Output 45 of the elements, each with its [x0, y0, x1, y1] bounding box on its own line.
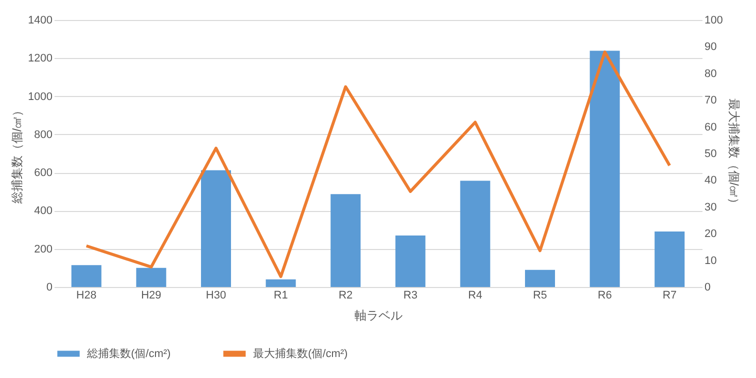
y2-tick-label: 70	[704, 94, 717, 107]
y-tick-label: 200	[34, 243, 52, 256]
y2-tick-label: 20	[704, 228, 717, 240]
y2-tick-label: 100	[704, 14, 723, 26]
x-tick-label: R4	[468, 290, 482, 302]
bar	[330, 194, 361, 287]
legend-label: 総捕集数(個/cm²)	[86, 346, 171, 360]
y2-tick-label: 0	[704, 282, 711, 294]
bar	[201, 170, 231, 287]
y-tick-label: 0	[46, 282, 52, 294]
bar	[136, 268, 166, 287]
legend-label: 最大捕集数(個/cm²)	[253, 346, 348, 360]
y2-tick-label: 60	[704, 121, 717, 134]
y2-tick-label: 30	[704, 201, 717, 214]
y-axis-title: 総捕集数（個/㎠）	[10, 104, 24, 205]
y-tick-label: 800	[34, 128, 52, 141]
bar	[266, 279, 296, 287]
x-tick-label: H29	[141, 290, 162, 302]
x-axis-title: 軸ラベル	[354, 308, 402, 322]
y2-axis-title: 最大捕集数（個/㎠）	[726, 98, 741, 210]
y-tick-label: 1400	[28, 14, 52, 26]
y2-tick-label: 80	[704, 68, 717, 80]
bar	[71, 265, 102, 287]
bar	[590, 50, 620, 287]
bar	[395, 236, 426, 287]
y2-tick-label: 90	[704, 41, 717, 54]
y-tick-label: 600	[34, 167, 52, 180]
x-tick-label: R5	[532, 290, 548, 302]
y-tick-label: 400	[34, 205, 52, 218]
bar	[654, 232, 685, 287]
line-series	[84, 50, 672, 278]
y2-tick-label: 40	[704, 174, 717, 187]
x-tick-label: H28	[76, 290, 96, 302]
x-tick-label: R3	[403, 290, 418, 302]
y2-tick-label: 50	[704, 148, 717, 160]
x-tick-label: R1	[274, 290, 288, 302]
y2-tick-label: 10	[704, 254, 717, 267]
x-tick-label: H30	[206, 290, 226, 302]
x-tick-label: R7	[662, 290, 677, 302]
y-tick-label: 1200	[28, 52, 52, 65]
x-tick-label: R2	[338, 290, 353, 302]
x-tick-label: R6	[598, 290, 612, 302]
bar	[525, 270, 555, 287]
y-tick-label: 1000	[28, 90, 52, 103]
bar	[460, 180, 490, 287]
